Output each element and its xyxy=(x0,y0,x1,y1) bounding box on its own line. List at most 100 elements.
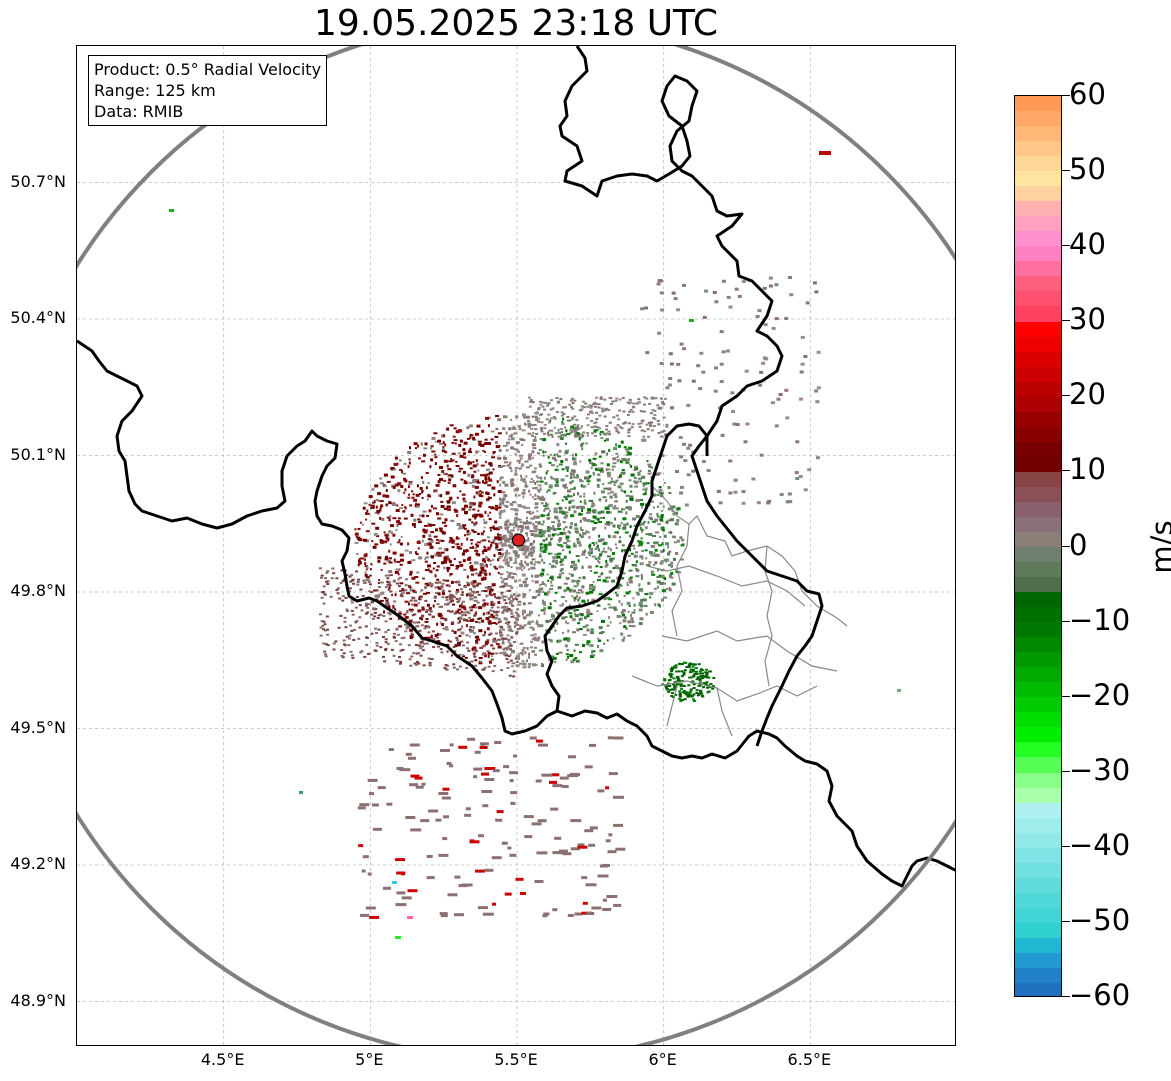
echo-pixel xyxy=(745,422,750,426)
echo-pixel xyxy=(427,568,430,572)
echo-pixel xyxy=(507,846,512,850)
range-label: Range: 125 km xyxy=(94,81,216,100)
echo-pixel xyxy=(599,566,603,569)
echo-pixel xyxy=(409,664,413,667)
echo-pixel xyxy=(507,438,510,441)
echo-pixel xyxy=(668,352,673,356)
echo-pixel xyxy=(460,542,463,546)
echo-pixel xyxy=(580,628,583,630)
echo-pixel xyxy=(661,574,665,578)
echo-pixel xyxy=(576,582,579,586)
echo-pixel xyxy=(462,452,466,456)
echo-pixel xyxy=(521,545,525,549)
echo-pixel xyxy=(642,438,647,442)
echo-pixel xyxy=(463,500,468,503)
echo-pixel xyxy=(378,579,381,582)
radar-map-plot[interactable] xyxy=(76,45,956,1046)
echo-pixel xyxy=(387,611,391,614)
echo-pixel xyxy=(514,625,516,629)
echo-pixel xyxy=(601,572,604,575)
echo-pixel xyxy=(595,464,598,467)
echo-pixel xyxy=(594,421,598,424)
echo-pixel xyxy=(559,537,562,541)
echo-pixel xyxy=(698,684,702,687)
echo-pixel xyxy=(631,564,636,567)
country-borders xyxy=(77,46,955,888)
echo-pixel xyxy=(365,578,370,582)
echo-pixel xyxy=(540,550,543,553)
echo-pixel xyxy=(487,558,490,562)
echo-pixel xyxy=(555,468,559,471)
echo-pixel xyxy=(392,533,396,537)
colorbar-segment xyxy=(1015,381,1061,398)
echo-pixel xyxy=(434,462,437,465)
echo-pixel xyxy=(422,480,425,484)
echo-pixel xyxy=(336,587,340,590)
echo-pixel xyxy=(482,576,487,580)
echo-pixel xyxy=(534,493,537,497)
echo-pixel xyxy=(623,594,626,597)
echo-pixel xyxy=(551,407,555,410)
echo-pixel xyxy=(563,486,568,489)
echo-pixel xyxy=(689,694,692,697)
echo-pixel xyxy=(645,612,648,616)
echo-pixel xyxy=(416,625,420,628)
echo-pixel xyxy=(425,529,429,532)
echo-pixel xyxy=(688,662,692,665)
echo-pixel xyxy=(593,491,596,495)
echo-pixel xyxy=(434,634,438,638)
echo-pixel xyxy=(379,581,384,584)
echo-pixel xyxy=(531,401,535,404)
echo-pixel xyxy=(422,528,425,532)
colorbar-segment xyxy=(1015,817,1061,834)
echo-pixel xyxy=(343,643,346,646)
echo-pixel xyxy=(505,561,510,564)
echo-pixel xyxy=(660,514,664,516)
radar-site-marker[interactable] xyxy=(511,533,526,547)
echo-pixel xyxy=(452,603,456,606)
echo-pixel xyxy=(492,647,496,650)
echo-pixel xyxy=(673,686,677,688)
echo-pixel xyxy=(650,421,653,424)
echo-pixel xyxy=(390,467,395,469)
echo-pixel xyxy=(676,539,680,543)
echo-pixel xyxy=(404,589,408,592)
echo-pixel xyxy=(597,789,605,793)
echo-pixel xyxy=(594,434,597,437)
echo-pixel xyxy=(531,415,535,418)
echo-pixel xyxy=(369,568,372,571)
echo-pixel xyxy=(490,430,495,433)
echo-pixel xyxy=(484,477,488,481)
echo-pixel xyxy=(428,523,433,527)
echo-pixel xyxy=(395,528,398,531)
colorbar-segment xyxy=(1015,952,1061,969)
echo-pixel xyxy=(548,528,553,530)
echo-pixel xyxy=(592,526,597,529)
echo-pixel xyxy=(522,489,526,492)
echo-pixel xyxy=(507,621,511,624)
echo-pixel xyxy=(360,609,364,612)
echo-pixel xyxy=(653,587,657,590)
echo-pixel xyxy=(571,595,574,598)
echo-pixel xyxy=(606,895,618,898)
echo-pixel xyxy=(597,544,599,548)
colorbar-tick-mark xyxy=(1062,920,1070,922)
echo-pixel xyxy=(678,436,683,439)
echo-pixel xyxy=(679,455,684,459)
echo-pixel xyxy=(349,624,353,627)
echo-pixel xyxy=(599,432,602,436)
echo-pixel xyxy=(500,585,504,588)
echo-pixel xyxy=(529,543,533,546)
echo-pixel xyxy=(527,613,532,616)
echo-pixel xyxy=(556,621,559,625)
echo-pixel xyxy=(468,424,473,428)
echo-pixel xyxy=(438,586,442,590)
echo-pixel xyxy=(527,553,531,557)
echo-pixel xyxy=(629,498,634,501)
echo-pixel xyxy=(377,595,380,598)
echo-pixel xyxy=(590,426,594,429)
echo-pixel xyxy=(570,488,574,491)
echo-pixel xyxy=(476,481,481,484)
echo-pixel xyxy=(440,586,444,589)
echo-pixel xyxy=(360,557,364,560)
